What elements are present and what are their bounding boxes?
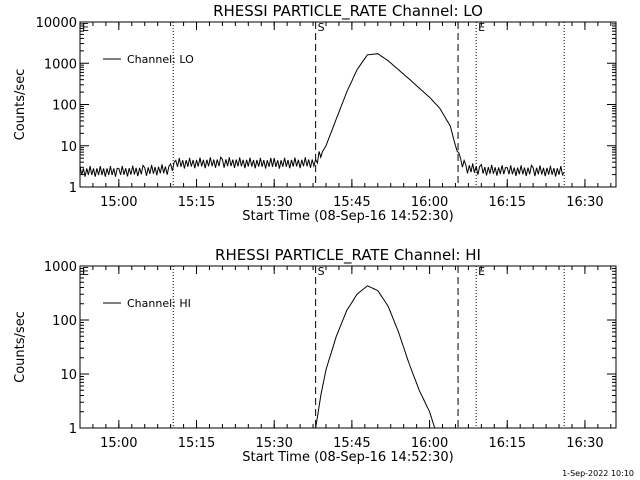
- y-tick-label: 1: [69, 181, 77, 196]
- y-tick-label: 100: [52, 99, 77, 114]
- legend-label: Channel: HI: [127, 297, 191, 310]
- legend-label: Channel: LO: [127, 53, 194, 66]
- x-tick-label: 15:45: [333, 195, 370, 210]
- marker-label: E: [82, 21, 89, 34]
- marker-label: E: [478, 21, 485, 34]
- y-tick-label: 100: [52, 314, 77, 329]
- x-tick-label: 15:45: [333, 436, 370, 451]
- x-tick-label: 15:15: [178, 195, 215, 210]
- y-tick-label: 1000: [44, 57, 77, 72]
- x-tick-label: 16:30: [566, 195, 603, 210]
- x-axis-label: Start Time (08-Sep-16 14:52:30): [242, 209, 453, 224]
- x-tick-label: 15:00: [100, 436, 137, 451]
- y-tick-label: 1: [69, 422, 77, 437]
- y-tick-label: 10: [60, 368, 77, 383]
- x-tick-label: 16:00: [411, 195, 448, 210]
- chart-title: RHESSI PARTICLE_RATE Channel: LO: [213, 2, 483, 21]
- x-tick-label: 15:15: [178, 436, 215, 451]
- marker-label: E: [82, 265, 89, 278]
- y-axis-label: Counts/sec: [13, 69, 28, 141]
- x-tick-label: 16:15: [489, 436, 526, 451]
- marker-label: S: [318, 265, 325, 278]
- y-tick-label: 10000: [36, 16, 77, 31]
- chart-panel-2: RHESSI PARTICLE_RATE Channel: HI Start Ti…: [13, 246, 617, 465]
- x-tick-label: 15:30: [255, 436, 292, 451]
- x-tick-label: 16:00: [411, 436, 448, 451]
- plot-frame: [79, 21, 617, 188]
- y-axis-label: Counts/sec: [13, 311, 28, 383]
- plot-frame: [79, 265, 617, 429]
- marker-label: S: [318, 21, 325, 34]
- marker-label: E: [478, 265, 485, 278]
- y-tick-label: 1000: [44, 260, 77, 275]
- footer-timestamp: 1-Sep-2022 10:10: [562, 469, 634, 478]
- chart-title: RHESSI PARTICLE_RATE Channel: HI: [215, 246, 481, 265]
- x-axis-label: Start Time (08-Sep-16 14:52:30): [242, 450, 453, 465]
- series-line: [315, 285, 436, 429]
- y-tick-label: 10: [60, 140, 77, 155]
- series-line: [79, 53, 565, 177]
- x-tick-label: 15:30: [255, 195, 292, 210]
- x-tick-label: 16:15: [489, 195, 526, 210]
- chart-panel-1: RHESSI PARTICLE_RATE Channel: LO Start Ti…: [13, 2, 617, 224]
- x-tick-label: 16:30: [566, 436, 603, 451]
- x-tick-label: 15:00: [100, 195, 137, 210]
